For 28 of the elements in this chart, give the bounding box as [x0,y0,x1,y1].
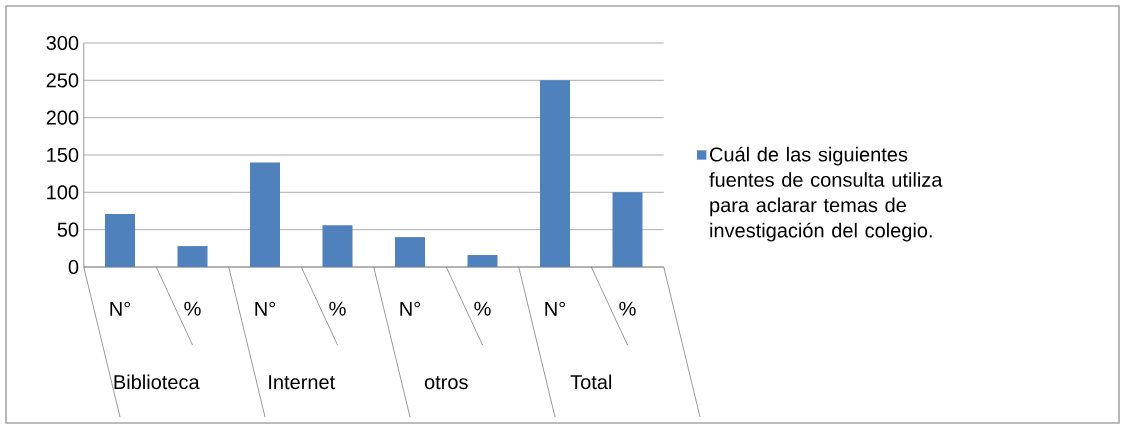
y-tick-label: 300 [46,35,79,51]
x-tick-label: N° [545,301,566,316]
text: Total [570,374,612,390]
bar [612,192,643,267]
x-tick-label: N° [400,301,421,316]
x-tick-label: N° [110,301,131,316]
x-tick-label: % [474,301,491,316]
bar [250,162,281,267]
x-tick-label: % [184,301,201,316]
text: otros [424,376,468,390]
y-tick-label: 200 [46,110,79,125]
bar [540,80,571,267]
text: Internet [269,375,336,390]
bar [105,213,136,267]
text: Biblioteca [114,374,200,390]
legend-label: Cuál de las siguientes fuentes de consulta utiliza para aclarar temas de investigación del colegio. [709,146,943,242]
bar [395,237,426,267]
y-tick-label: 50 [57,222,79,237]
y-tick-label: 100 [47,185,79,200]
bar [467,255,498,267]
bar [322,225,353,267]
x-tick-label: N° [255,301,276,316]
x-tick-label: % [329,301,346,316]
y-tick-label: 150 [47,147,79,163]
y-tick-label: 0 [68,259,79,275]
x-tick-label: % [619,301,636,316]
bar [177,246,208,267]
y-tick-label: 250 [46,73,79,88]
